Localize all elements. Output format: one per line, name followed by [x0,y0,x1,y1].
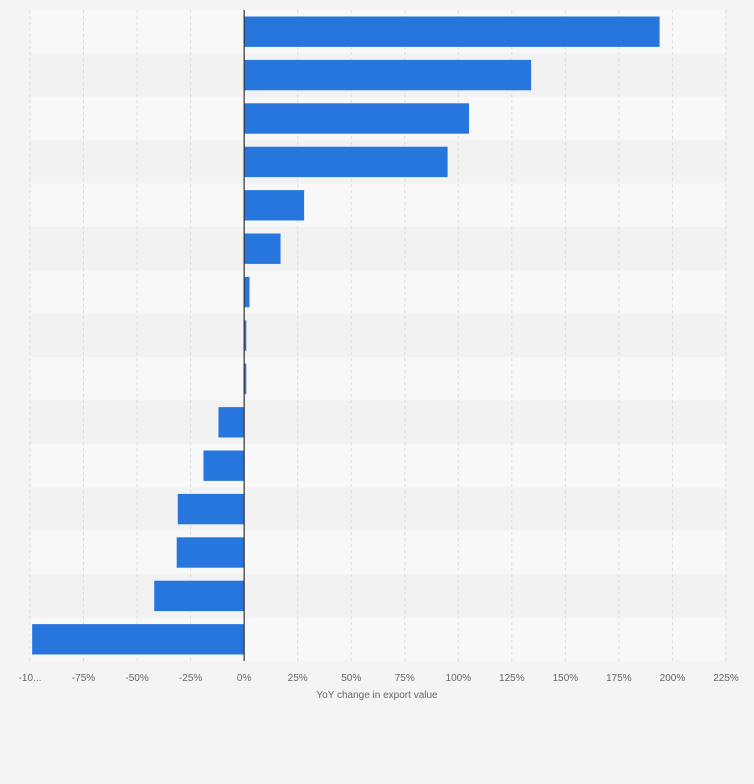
row-band [30,227,726,271]
bar[interactable] [244,363,247,395]
bar[interactable] [244,103,470,134]
row-band [30,530,726,575]
x-tick-label: 25% [288,673,308,684]
bar[interactable] [176,537,245,568]
bar[interactable] [203,450,245,481]
bars [32,16,660,655]
bar[interactable] [244,146,448,178]
x-tick-label: -75% [72,673,95,684]
row-band [30,400,726,444]
x-tick-label: 150% [553,673,579,684]
x-tick-label: 200% [660,673,686,684]
x-tick-label: 0% [237,673,252,684]
bar[interactable] [244,16,660,47]
row-bands [30,10,726,661]
row-band [30,444,726,488]
x-tick-label: -25% [179,673,202,684]
x-tick-label: -10... [19,673,42,684]
row-band [30,487,726,531]
x-axis-label: YoY change in export value [316,690,438,701]
x-tick-label: 175% [606,673,632,684]
x-tick-label: -50% [125,673,148,684]
row-band [30,183,726,227]
bar[interactable] [154,580,245,612]
row-band [30,574,726,618]
x-tick-label: 225% [713,673,739,684]
bar[interactable] [32,624,245,655]
row-band [30,313,726,358]
x-tick-label: 125% [499,673,525,684]
bar[interactable] [177,493,245,525]
x-axis-ticks: -10... -75% -50% -25% 0% 25% 50% 75% 100% 125% 150… [19,673,739,684]
row-band [30,270,726,314]
x-tick-label: 75% [395,673,415,684]
row-band [30,357,726,401]
bar[interactable] [244,276,250,308]
bar[interactable] [244,190,305,221]
x-tick-label: 100% [446,673,472,684]
bar[interactable] [244,320,247,351]
x-tick-label: 50% [341,673,361,684]
bar[interactable] [218,407,245,438]
bar[interactable] [244,233,281,264]
bar[interactable] [244,59,532,91]
